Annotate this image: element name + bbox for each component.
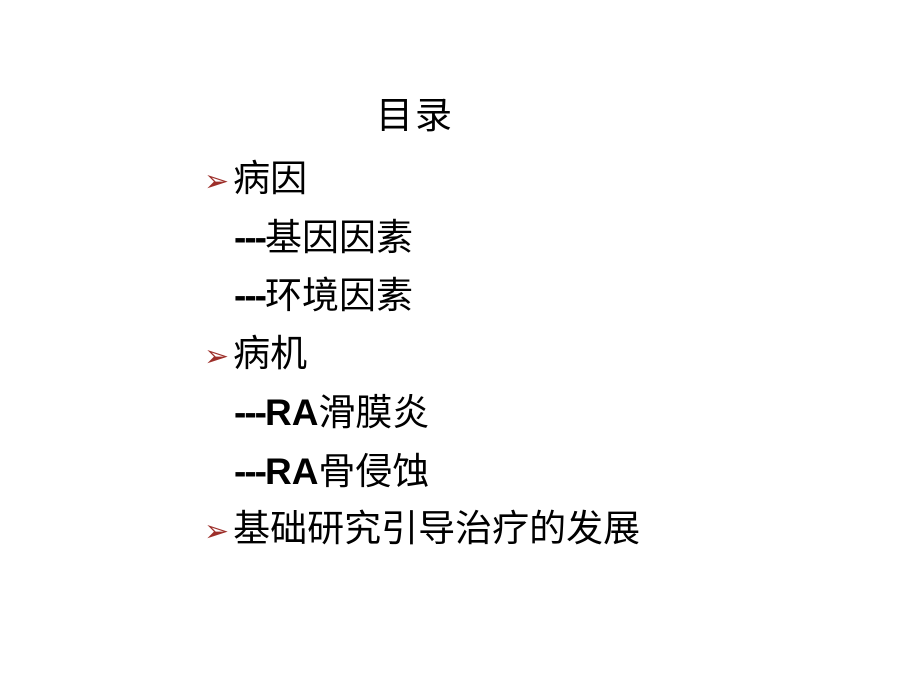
toc-heading: 病因 bbox=[233, 151, 307, 209]
toc-subitem-label: 环境因素 bbox=[265, 276, 413, 317]
dash-prefix: --- bbox=[234, 217, 265, 258]
dash-prefix: --- bbox=[234, 275, 265, 316]
toc-item-etiology: ➢ 病因 bbox=[204, 151, 920, 209]
slide-title: 目录 bbox=[376, 85, 920, 139]
slide-container: 目录 ➢ 病因 ---基因因素 ---环境因素 ➢ 病机 ---RA滑膜炎 --… bbox=[0, 0, 920, 690]
toc-subitem-en: RA bbox=[265, 451, 318, 492]
toc-subitem-en: RA bbox=[265, 392, 318, 433]
table-of-contents: ➢ 病因 ---基因因素 ---环境因素 ➢ 病机 ---RA滑膜炎 ---RA… bbox=[204, 151, 920, 559]
toc-subitem-genetic: ---基因因素 bbox=[204, 209, 920, 268]
bullet-icon: ➢ bbox=[204, 509, 229, 556]
toc-subitem-label: 基因因素 bbox=[265, 218, 413, 259]
bullet-icon: ➢ bbox=[204, 334, 229, 381]
toc-item-pathogenesis: ➢ 病机 bbox=[204, 326, 920, 384]
dash-prefix: --- bbox=[234, 451, 265, 492]
toc-item-research-treatment: ➢ 基础研究引导治疗的发展 bbox=[204, 501, 920, 559]
toc-heading: 病机 bbox=[233, 326, 307, 384]
toc-subitem-bone-erosion: ---RA骨侵蚀 bbox=[204, 443, 920, 502]
toc-subitem-synovitis: ---RA滑膜炎 bbox=[204, 384, 920, 443]
dash-prefix: --- bbox=[234, 392, 265, 433]
toc-heading: 基础研究引导治疗的发展 bbox=[233, 501, 640, 559]
toc-subitem-cn: 骨侵蚀 bbox=[318, 452, 429, 493]
toc-subitem-cn: 滑膜炎 bbox=[318, 393, 429, 434]
bullet-icon: ➢ bbox=[204, 159, 229, 206]
toc-subitem-environmental: ---环境因素 bbox=[204, 267, 920, 326]
